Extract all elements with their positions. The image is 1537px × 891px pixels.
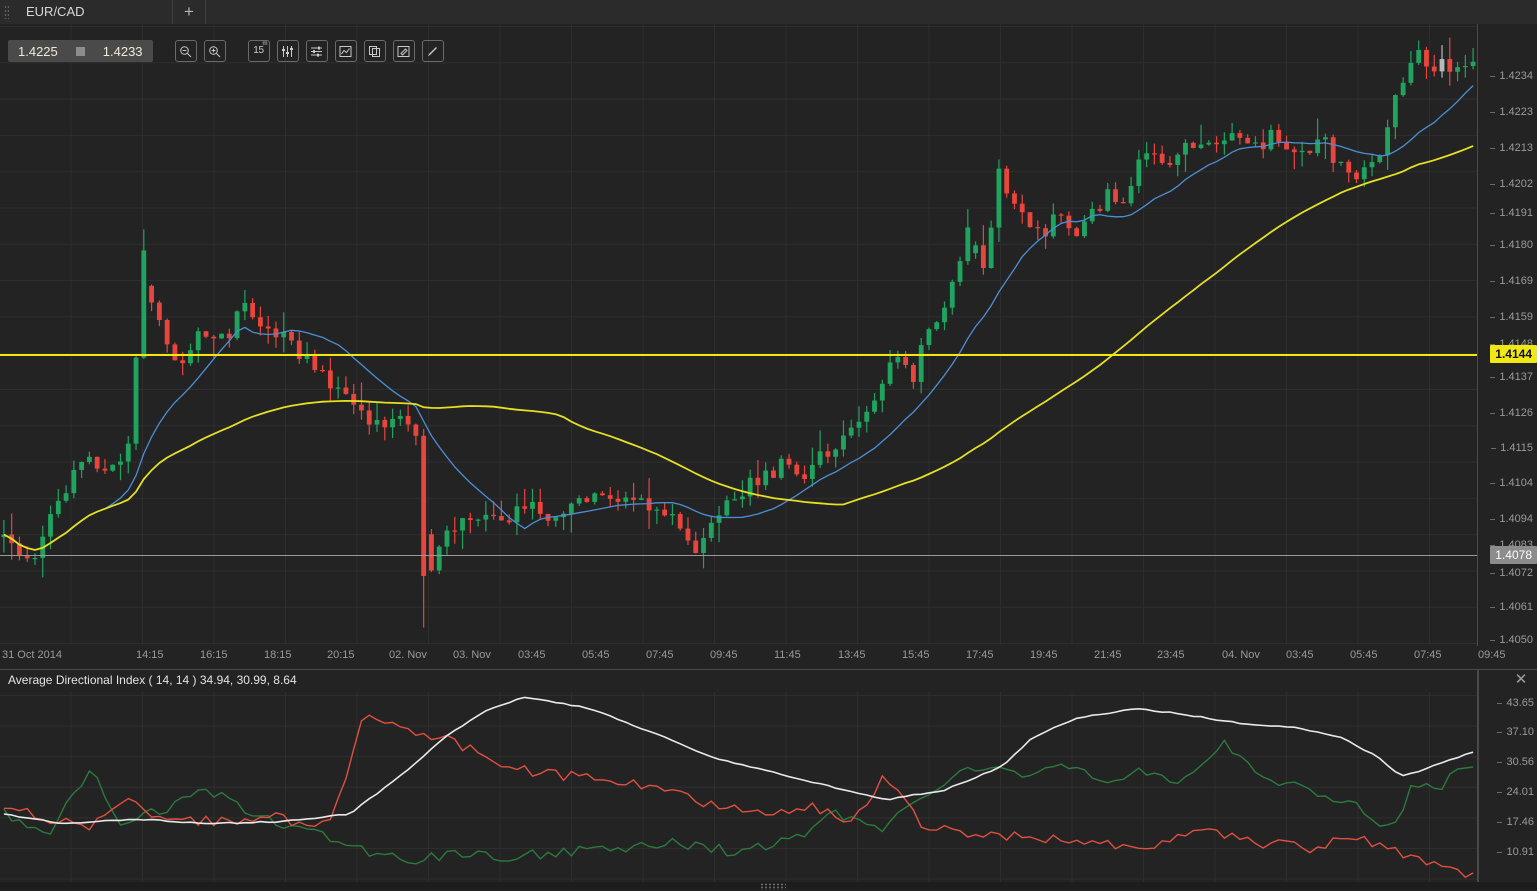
y-tick: 1.4126 <box>1490 407 1533 419</box>
price-grid <box>0 24 1477 645</box>
ask-price: 1.4233 <box>102 43 143 59</box>
tab-bar: EUR/CAD + <box>0 0 1537 25</box>
x-tick: 02. Nov <box>389 649 427 661</box>
x-tick: 03:45 <box>1286 649 1314 661</box>
y-tick: 1.4072 <box>1490 567 1533 579</box>
indicators-icon[interactable] <box>276 40 299 62</box>
zoom-out-icon[interactable] <box>174 40 197 62</box>
y-tick: 1.4115 <box>1491 442 1533 454</box>
indicator-y-tick: 37.10 <box>1497 726 1534 738</box>
x-tick: 05:45 <box>582 649 610 661</box>
pane-resize-handle[interactable] <box>760 883 786 890</box>
indicator-pane: Average Directional Index ( 14, 14 ) 34.… <box>0 669 1537 891</box>
y-tick: 1.4061 <box>1490 601 1533 613</box>
indicator-y-tick: 17.46 <box>1497 816 1534 828</box>
bid-level-line <box>0 555 1477 556</box>
x-tick: 21:45 <box>1094 649 1122 661</box>
x-tick: 07:45 <box>646 649 674 661</box>
zoom-in-icon[interactable] <box>203 40 226 62</box>
chart-type-icon[interactable] <box>334 40 357 62</box>
x-tick: 11:45 <box>774 649 801 661</box>
price-y-axis[interactable]: 1.4234 1.4223 1.4213 1.4202 1.4191 1.418… <box>1478 24 1537 646</box>
x-tick: 16:15 <box>200 649 228 661</box>
y-tick: 1.4159 <box>1490 311 1533 323</box>
x-tick: 17:45 <box>966 649 994 661</box>
indicator-y-axis[interactable]: 43.65 37.10 30.56 24.01 17.46 10.91 <box>1478 670 1537 886</box>
y-tick: 1.4094 <box>1490 513 1533 525</box>
x-tick: 19:45 <box>1030 649 1058 661</box>
x-tick: 04. Nov <box>1222 649 1260 661</box>
bid-price: 1.4225 <box>18 43 58 59</box>
timeframe-unit: m <box>262 41 268 47</box>
y-tick: 1.4050 <box>1490 634 1533 646</box>
annotate-icon[interactable] <box>392 40 415 62</box>
bottom-bar <box>0 882 1537 890</box>
indicator-plot-area[interactable] <box>0 692 1477 886</box>
chart-toolbar: 1.4225 1.4233 15 m <box>8 38 444 64</box>
timeframe-value: 15 <box>253 45 264 56</box>
x-tick: 05:45 <box>1350 649 1378 661</box>
x-tick: 18:15 <box>264 649 292 661</box>
tab-drag-handle[interactable] <box>4 5 9 19</box>
indicator-y-tick: 30.56 <box>1497 756 1534 768</box>
indicator-title[interactable]: Average Directional Index ( 14, 14 ) 34.… <box>8 673 297 687</box>
x-tick: 09:45 <box>1478 649 1506 661</box>
tab-eur-cad[interactable]: EUR/CAD <box>26 4 85 19</box>
x-tick: 07:45 <box>1414 649 1442 661</box>
bid-price-badge: 1.4078 <box>1490 546 1537 564</box>
close-icon[interactable]: ✕ <box>1514 671 1528 688</box>
y-tick: 1.4213 <box>1490 142 1533 154</box>
y-tick: 1.4202 <box>1490 178 1533 190</box>
settings-sliders-icon[interactable] <box>305 40 328 62</box>
y-tick: 1.4104 <box>1490 477 1533 489</box>
indicator-y-tick: 24.01 <box>1497 786 1534 798</box>
indicator-y-tick: 10.91 <box>1497 846 1534 858</box>
y-tick: 1.4223 <box>1490 106 1533 118</box>
indicator-series <box>3 696 1474 879</box>
chart-container: 1.4225 1.4233 15 m <box>0 24 1537 891</box>
timeframe-icon[interactable]: 15 m <box>247 40 270 62</box>
y-tick: 1.4191 <box>1490 207 1533 219</box>
indicator-grid <box>0 692 1477 886</box>
y-tick: 1.4137 <box>1490 371 1533 383</box>
draw-pencil-icon[interactable] <box>421 40 444 62</box>
layers-icon[interactable] <box>363 40 386 62</box>
x-tick: 09:45 <box>710 649 738 661</box>
add-tab-button[interactable]: + <box>172 0 206 24</box>
y-tick: 1.4234 <box>1490 70 1533 82</box>
indicator-y-tick: 43.65 <box>1497 697 1534 709</box>
x-tick: 03. Nov <box>453 649 491 661</box>
x-tick: 23:45 <box>1157 649 1185 661</box>
x-tick: 15:45 <box>902 649 930 661</box>
price-pane: 1.4225 1.4233 15 m <box>0 24 1537 668</box>
price-level-line <box>0 354 1477 356</box>
x-tick: 03:45 <box>518 649 546 661</box>
price-plot-area[interactable] <box>0 24 1477 645</box>
x-tick: 20:15 <box>327 649 355 661</box>
spread-indicator <box>75 46 85 56</box>
y-tick: 1.4169 <box>1490 275 1533 287</box>
price-series <box>1 37 1476 628</box>
quote-box[interactable]: 1.4225 1.4233 <box>8 40 153 62</box>
x-tick: 31 Oct 2014 <box>2 649 62 661</box>
x-tick: 14:15 <box>136 649 164 661</box>
x-tick: 13:45 <box>838 649 866 661</box>
y-tick: 1.4180 <box>1490 239 1533 251</box>
current-price-badge: 1.4144 <box>1490 345 1537 363</box>
time-x-axis[interactable]: 31 Oct 2014 14:15 16:15 18:15 20:15 02. … <box>0 645 1506 668</box>
